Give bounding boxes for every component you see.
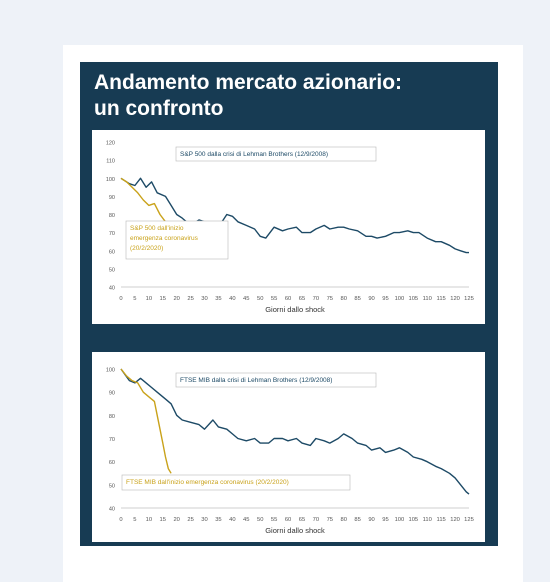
ftsemib-x-tick-label: 20 <box>173 517 179 523</box>
sp500-y-tick-label: 110 <box>106 159 115 165</box>
ftsemib-y-tick-label: 40 <box>109 507 115 513</box>
ftsemib-x-tick-label: 5 <box>133 517 136 523</box>
slide-title-line-1: Andamento mercato azionario: <box>94 71 403 94</box>
ftsemib-y-tick-label: 100 <box>106 368 115 374</box>
sp500-x-tick-label: 105 <box>408 296 418 302</box>
ftsemib-x-tick-label: 80 <box>340 517 346 523</box>
sp500-x-tick-label: 65 <box>299 296 305 302</box>
sp500-x-tick-label: 95 <box>382 296 388 302</box>
ftsemib-x-tick-label: 55 <box>271 517 277 523</box>
sp500-chart-svg: 40 50 60 70 80 90 100 110 120 0 5 10 15 20 25 30 35 40 45 5… <box>106 141 474 315</box>
sp500-x-tick-label: 55 <box>271 296 277 302</box>
ftsemib-x-tick-label: 125 <box>464 517 474 523</box>
sp500-y-tick-label: 40 <box>109 286 115 292</box>
ftsemib-lehman-series-line <box>120 368 470 495</box>
sp500-coronavirus-annotation: S&P 500 dall'inizio emergenza coronavirus… <box>130 225 199 252</box>
sp500-x-tick-label: 75 <box>327 296 333 302</box>
sp500-x-tick-label: 10 <box>146 296 152 302</box>
sp500-x-tick-label: 100 <box>395 296 405 302</box>
ftsemib-x-tick-label: 30 <box>201 517 207 523</box>
sp500-annotation-box <box>125 220 229 260</box>
ftsemib-x-tick-label: 115 <box>437 517 446 523</box>
sp500-x-tick-label: 25 <box>187 296 193 302</box>
ftsemib-x-tick-label: 25 <box>187 517 193 523</box>
sp500-x-tick-label: 60 <box>285 296 291 302</box>
ftsemib-x-tick-label: 110 <box>423 517 432 523</box>
ftsemib-x-tick-label: 100 <box>395 517 405 523</box>
ftsemib-x-tick-label: 50 <box>257 517 263 523</box>
slide-title-line-2: un confronto <box>94 97 224 120</box>
slide-title: Andamento mercato azionario: un confront… <box>94 70 484 122</box>
ftsemib-x-axis-label: Giorni dallo shock <box>265 526 325 535</box>
sp500-x-tick-label: 115 <box>437 296 446 302</box>
ftsemib-annotation-box <box>175 372 377 388</box>
ftsemib-annotation-box <box>121 474 351 491</box>
ftsemib-coronavirus-annotation: FTSE MIB dall'inizio emergenza coronavir… <box>126 479 289 486</box>
ftsemib-y-tick-label: 80 <box>109 414 115 420</box>
sp500-x-tick-label: 110 <box>423 296 432 302</box>
sp500-x-axis-label: Giorni dallo shock <box>265 305 325 314</box>
sp500-y-tick-label: 100 <box>106 177 115 183</box>
ftsemib-x-tick-label: 15 <box>160 517 166 523</box>
sp500-x-tick-label: 120 <box>450 296 460 302</box>
sp500-x-tick-label: 0 <box>119 296 122 302</box>
sp500-x-tick-label: 70 <box>313 296 319 302</box>
sp500-x-tick-label: 40 <box>229 296 235 302</box>
sp500-x-tick-label: 80 <box>340 296 346 302</box>
sp500-lehman-annotation: S&P 500 dalla crisi di Lehman Brothers (… <box>180 151 328 158</box>
ftsemib-x-tick-label: 120 <box>450 517 460 523</box>
sp500-chart: 40 50 60 70 80 90 100 110 120 0 5 10 15 20 25 30 35 40 45 5… <box>92 130 485 324</box>
ftsemib-x-tick-label: 70 <box>313 517 319 523</box>
ftsemib-x-tick-label: 105 <box>408 517 418 523</box>
sp500-coronavirus-series-line <box>120 177 172 233</box>
ftsemib-chart: 40 50 60 70 80 90 100 0 5 10 15 20 25 30 35 40 45 50 55 60 6… <box>92 352 485 542</box>
sp500-x-tick-label: 50 <box>257 296 263 302</box>
ftsemib-x-tick-label: 60 <box>285 517 291 523</box>
ftsemib-x-tick-label: 85 <box>354 517 360 523</box>
ftsemib-x-tick-label: 40 <box>229 517 235 523</box>
sp500-y-tick-label: 120 <box>106 141 115 147</box>
ftsemib-y-tick-label: 60 <box>109 460 115 466</box>
sp500-x-tick-label: 15 <box>160 296 166 302</box>
sp500-x-tick-label: 35 <box>215 296 221 302</box>
ftsemib-y-tick-label: 90 <box>109 391 115 397</box>
sp500-y-tick-label: 60 <box>109 249 115 255</box>
ftsemib-lehman-annotation: FTSE MIB dalla crisi di Lehman Brothers … <box>180 377 332 384</box>
ftsemib-coronavirus-series-line <box>120 368 172 474</box>
sp500-y-tick-label: 90 <box>109 195 115 201</box>
ftsemib-x-tick-label: 10 <box>146 517 152 523</box>
ftsemib-x-tick-label: 35 <box>215 517 221 523</box>
sp500-annotation-box <box>175 146 377 162</box>
ftsemib-y-tick-label: 50 <box>109 483 115 489</box>
ftsemib-y-tick-label: 70 <box>109 437 115 443</box>
sp500-lehman-series-line <box>120 177 469 254</box>
sp500-x-tick-label: 45 <box>243 296 249 302</box>
ftsemib-x-tick-label: 65 <box>299 517 305 523</box>
sp500-y-tick-label: 70 <box>109 231 115 237</box>
sp500-y-tick-label: 80 <box>109 213 115 219</box>
sp500-x-tick-label: 125 <box>464 296 474 302</box>
ftsemib-x-tick-label: 95 <box>382 517 388 523</box>
sp500-x-tick-label: 20 <box>173 296 179 302</box>
sp500-x-tick-label: 30 <box>201 296 207 302</box>
sp500-x-tick-label: 90 <box>368 296 374 302</box>
sp500-x-tick-label: 85 <box>354 296 360 302</box>
sp500-x-tick-label: 5 <box>133 296 136 302</box>
ftsemib-x-tick-label: 75 <box>327 517 333 523</box>
ftsemib-chart-svg: 40 50 60 70 80 90 100 0 5 10 15 20 25 30 35 40 45 50 55 60 6… <box>106 368 474 536</box>
sp500-y-tick-label: 50 <box>109 267 115 273</box>
ftsemib-x-tick-label: 0 <box>119 517 122 523</box>
ftsemib-x-tick-label: 90 <box>368 517 374 523</box>
ftsemib-x-tick-label: 45 <box>243 517 249 523</box>
